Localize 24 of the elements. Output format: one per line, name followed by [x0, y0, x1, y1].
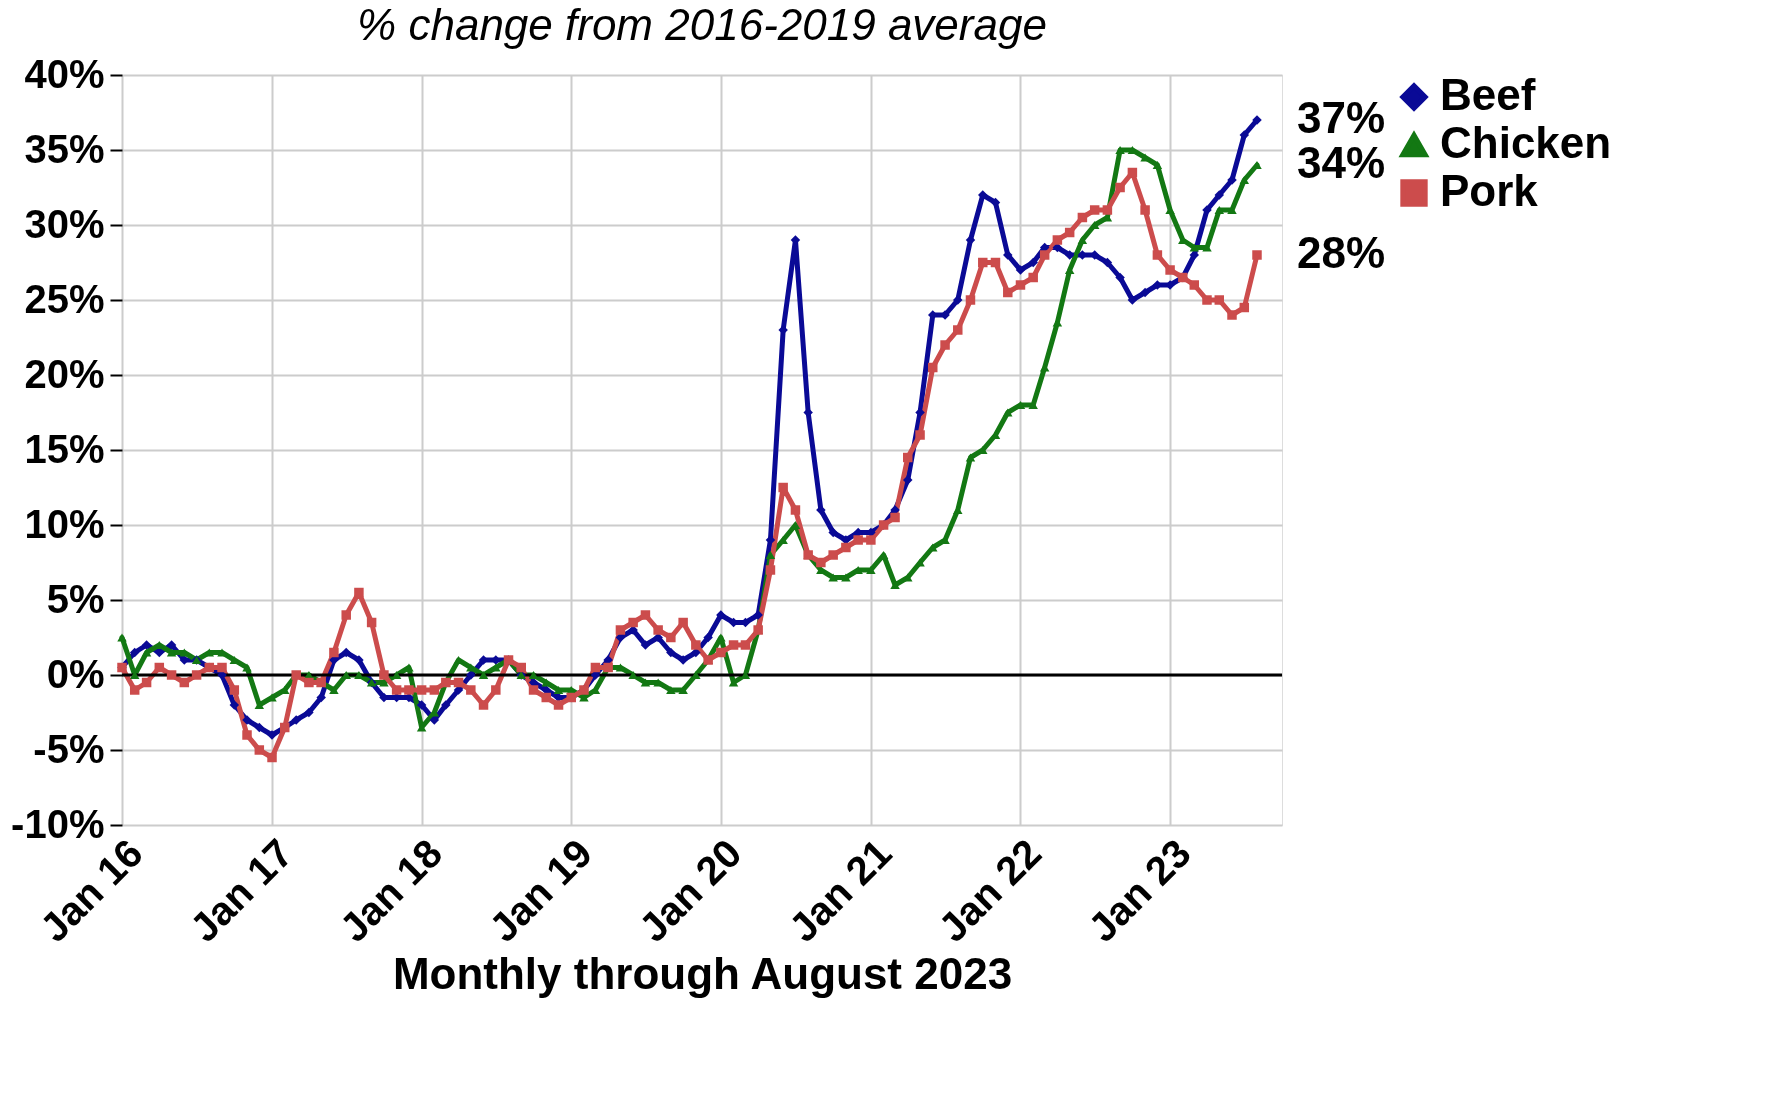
legend-label: Beef [1440, 70, 1536, 119]
x-tick-label: Jan 23 [1079, 830, 1199, 950]
annotation: 28% [1297, 228, 1386, 277]
y-tick-label: 40% [24, 51, 105, 96]
y-tick-label: 20% [24, 351, 105, 396]
y-tick-label: 5% [46, 576, 105, 621]
legend-label: Pork [1440, 166, 1539, 215]
x-tick-label: Jan 17 [181, 830, 301, 950]
x-tick-label: Jan 18 [331, 830, 451, 950]
y-tick-label: 0% [46, 651, 105, 696]
legend-label: Chicken [1440, 118, 1612, 167]
x-tick-label: Jan 22 [930, 830, 1050, 950]
y-tick-label: -10% [11, 801, 105, 846]
y-tick-label: 30% [24, 201, 105, 246]
y-tick-label: 15% [24, 426, 105, 471]
chart-title: % change from 2016-2019 average [357, 0, 1047, 49]
y-tick-label: 25% [24, 276, 105, 321]
x-axis-title: Monthly through August 2023 [392, 948, 1013, 998]
y-tick-label: 10% [24, 501, 105, 546]
x-tick-label: Jan 20 [630, 830, 750, 950]
x-tick-label: Jan 21 [780, 830, 900, 950]
y-tick-label: -5% [33, 726, 105, 771]
x-tick-label: Jan 19 [480, 830, 601, 950]
y-tick-label: 35% [24, 126, 105, 171]
